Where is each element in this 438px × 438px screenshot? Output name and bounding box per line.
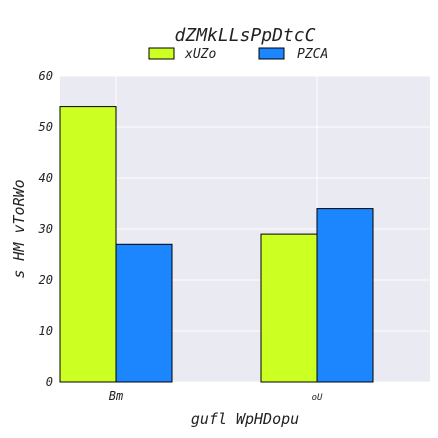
x-axis-label: gufl WpHDopu	[191, 410, 299, 428]
y-axis-label: s HM vToRWo	[10, 179, 28, 278]
y-tick-label: 30	[38, 222, 53, 236]
legend-swatch-xuzo	[149, 48, 174, 59]
y-tick-label: 40	[39, 171, 53, 185]
x-tick-label: oU	[312, 393, 323, 403]
bar-pzca-bm	[116, 244, 172, 382]
y-tick-label: 10	[39, 324, 53, 338]
y-tick-label: 50	[39, 120, 53, 134]
legend-label-xuzo: xUZo	[184, 47, 216, 62]
y-axis-ticks: 0 10 20 30 40 50 60	[38, 69, 53, 389]
x-axis-ticks: Bm oU	[109, 389, 323, 403]
bar-pzca-ou	[317, 209, 373, 382]
legend-swatch-pzca	[259, 48, 284, 59]
chart-title: dZMkLLsPpDtcC	[175, 25, 316, 46]
y-tick-label: 20	[39, 273, 53, 287]
y-tick-label: 60	[39, 69, 53, 83]
x-tick-label: Bm	[109, 389, 123, 403]
legend: xUZo PZCA	[149, 47, 328, 62]
y-tick-label: 0	[46, 375, 53, 389]
bar-xuzo-ou	[261, 234, 317, 382]
legend-label-pzca: PZCA	[297, 47, 328, 62]
bar-xuzo-bm	[60, 107, 116, 382]
